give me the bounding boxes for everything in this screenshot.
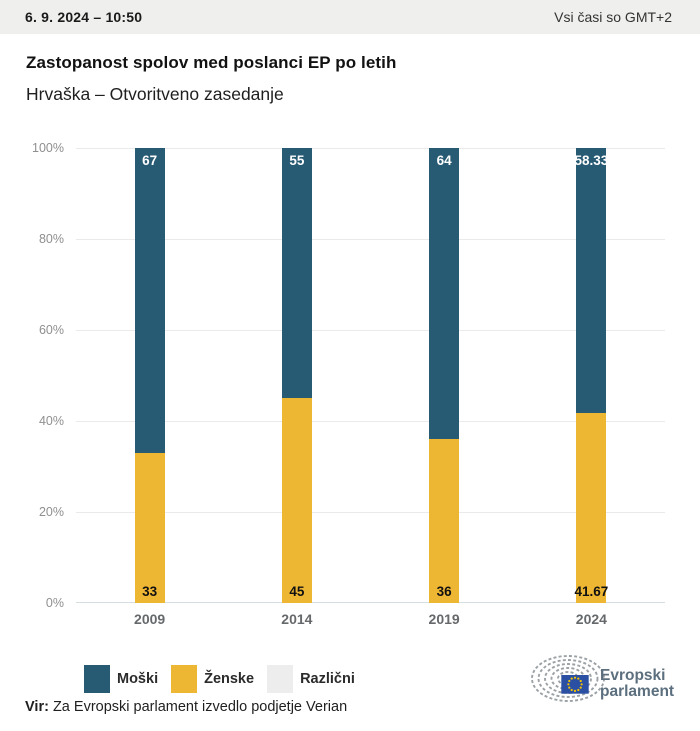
x-tick-label: 2014 <box>281 611 313 627</box>
x-tick-label: 2024 <box>575 611 607 627</box>
eu-flag-stars <box>567 676 583 692</box>
eu-star-icon <box>579 686 582 689</box>
eu-flag-icon <box>561 675 589 694</box>
eu-star-icon <box>573 676 577 679</box>
hemicycle-arc <box>537 659 599 698</box>
bar-segment-series1: 64 <box>429 148 460 440</box>
bar-value-label: 58.33 <box>574 153 609 169</box>
legend-label: Ženske <box>204 671 255 687</box>
legend-item-1: Ženske <box>171 665 254 693</box>
bar-value-label: 41.67 <box>574 584 609 599</box>
bar-segment-series1: 55 <box>281 148 312 399</box>
x-tick-label: 2009 <box>134 611 166 627</box>
bar-value-label: 64 <box>436 153 452 169</box>
bar-segment-series0: 45 <box>281 398 312 603</box>
eu-star-icon <box>570 677 573 680</box>
y-tick-label: 40% <box>38 414 64 428</box>
y-tick-label: 80% <box>38 232 64 246</box>
hemicycle-arc <box>544 663 592 694</box>
bar-2014: 45 55 <box>281 148 312 603</box>
bar-value-label: 55 <box>289 153 305 168</box>
eu-star-icon <box>577 677 580 680</box>
bar-segment-series0: 36 <box>429 439 460 603</box>
x-axis-line <box>76 602 665 603</box>
y-tick-label: 0% <box>45 596 64 610</box>
stacked-bar-chart: 0% 20% 40% 60% 80% 100% 33 67 45 55 36 64 41.67 58.3… <box>0 141 700 631</box>
eu-star-icon <box>570 688 573 692</box>
page-subtitle: Hrvaška – Otvoritveno zasedanje <box>26 84 284 104</box>
header-timezone-note: Vsi časi so GMT+2 <box>554 9 672 25</box>
gridline <box>76 421 665 422</box>
source-text: Za Evropski parlament izvedlo podjetje V… <box>48 699 348 715</box>
bar-2009: 33 67 <box>134 148 165 603</box>
logo-text: Evropski parlament <box>600 667 674 700</box>
bar-segment-series0: 41.67 <box>574 413 609 603</box>
page-title: Zastopanost spolov med poslanci EP po le… <box>26 53 397 72</box>
x-axis-labels: 2009 2014 2019 2024 <box>76 611 665 631</box>
source-prefix: Vir: <box>25 699 49 715</box>
eu-star-icon <box>568 679 571 683</box>
header-datetime: 6. 9. 2024 – 10:50 <box>25 9 143 25</box>
legend-swatch <box>267 665 294 693</box>
gridline <box>76 239 665 240</box>
legend-swatch <box>171 665 198 693</box>
gridline <box>76 512 665 513</box>
y-tick-label: 60% <box>38 323 64 337</box>
legend: Moški Ženske Različni <box>84 665 355 693</box>
gridline <box>76 330 665 331</box>
bar-2019: 36 64 <box>429 148 460 603</box>
bar-segment-series1: 67 <box>134 148 165 453</box>
eu-star-icon <box>568 686 571 689</box>
european-parliament-logo: Evropski parlament <box>531 655 674 702</box>
bar-2024: 41.67 58.33 <box>574 148 609 603</box>
bar-segment-series1: 58.33 <box>574 148 609 414</box>
y-tick-label: 20% <box>38 505 64 519</box>
bar-value-label: 67 <box>142 153 158 169</box>
legend-item-2: Različni <box>267 665 355 693</box>
eu-star-icon <box>579 679 582 683</box>
legend-label: Različni <box>300 671 355 687</box>
source-note: Vir: Za Evropski parlament izvedlo podje… <box>25 699 347 715</box>
bar-value-label: 33 <box>142 584 158 599</box>
y-tick-label: 100% <box>32 141 64 155</box>
legend-item-0: Moški <box>84 665 158 693</box>
bar-segment-series0: 33 <box>134 452 165 603</box>
bar-value-label: 45 <box>289 584 305 599</box>
eu-star-icon <box>580 683 583 686</box>
legend-swatch <box>84 665 110 693</box>
bar-value-label: 36 <box>436 584 452 599</box>
header-bar: 6. 9. 2024 – 10:50 Vsi časi so GMT+2 <box>0 0 700 34</box>
hemicycle-arc <box>531 655 605 702</box>
legend-label: Moški <box>117 671 159 687</box>
x-tick-label: 2019 <box>428 611 460 627</box>
eu-star-icon <box>577 688 580 692</box>
y-axis-ticks: 0% 20% 40% 60% 80% 100% <box>0 141 64 610</box>
eu-star-icon <box>567 683 570 686</box>
eu-star-icon <box>573 689 577 692</box>
plot-area: 33 67 45 55 36 64 41.67 58.33 <box>76 148 665 603</box>
gridline <box>76 148 665 149</box>
